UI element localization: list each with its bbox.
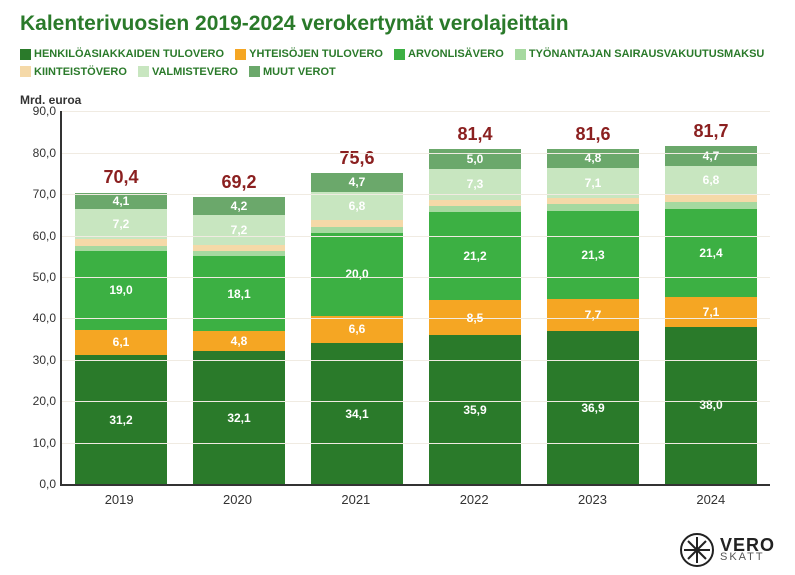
grid-line [62,401,770,402]
y-tick: 80,0 [33,146,62,160]
bar-segment-alv: 20,0 [311,233,403,316]
bar-segment-valmiste: 6,8 [311,192,403,220]
x-tick: 2022 [428,486,520,511]
vero-logo-icon [680,533,714,567]
grid-line [62,443,770,444]
legend-swatch [20,66,31,77]
bar-segment-kiint [429,200,521,207]
bar-segment-muut: 4,8 [547,149,639,169]
grid-line [62,111,770,112]
legend: HENKILÖASIAKKAIDEN TULOVERO YHTEISÖJEN T… [20,46,775,81]
legend-label: KIINTEISTÖVERO [34,66,127,78]
legend-item: HENKILÖASIAKKAIDEN TULOVERO [20,46,224,64]
legend-swatch [394,49,405,60]
y-tick: 10,0 [33,436,62,450]
bar-segment-valmiste: 7,2 [193,215,285,245]
bar-segment-yhteiso: 6,1 [75,330,167,355]
y-tick: 70,0 [33,187,62,201]
bar-segment-tyonant [665,202,757,209]
bar-segment-yhteiso: 6,6 [311,316,403,343]
bar-segment-alv: 21,3 [547,211,639,299]
bar-group: 4,76,8 20,06,634,1 75,6 [311,111,403,484]
bar-total-label: 81,7 [665,121,757,146]
y-tick: 60,0 [33,229,62,243]
bar-segment-alv: 18,1 [193,256,285,331]
y-tick: 40,0 [33,311,62,325]
chart-title: Kalenterivuosien 2019-2024 verokertymät … [20,12,775,36]
bar-segment-muut: 4,7 [311,173,403,192]
grid-line [62,153,770,154]
bar-total-label: 75,6 [311,148,403,173]
grid-line [62,360,770,361]
legend-item: ARVONLISÄVERO [394,46,504,64]
bar-group: 4,17,219,06,131,270,4 [75,111,167,484]
bar-segment-alv: 21,4 [665,209,757,298]
y-axis-label: Mrd. euroa [20,93,775,107]
legend-swatch [515,49,526,60]
legend-label: VALMISTEVERO [152,66,238,78]
y-tick: 90,0 [33,104,62,118]
legend-item: VALMISTEVERO [138,64,238,82]
legend-swatch [20,49,31,60]
bar-segment-yhteiso: 7,7 [547,299,639,331]
legend-item: KIINTEISTÖVERO [20,64,127,82]
grid-line [62,277,770,278]
bar-group: 4,87,121,37,736,981,6 [547,111,639,484]
grid-line [62,236,770,237]
legend-label: TYÖNANTAJAN SAIRAUSVAKUUTUSMAKSU [529,48,765,60]
y-tick: 50,0 [33,270,62,284]
y-tick: 0,0 [39,477,62,491]
plot-area: 4,17,219,06,131,270,44,27,218,14,832,169… [60,111,770,486]
bar-segment-muut: 4,2 [193,197,285,214]
bar-segment-muut: 4,7 [665,146,757,165]
legend-label: ARVONLISÄVERO [408,48,504,60]
x-tick: 2020 [191,486,283,511]
bar-total-label: 81,4 [429,124,521,149]
bar-group: 4,76,8 21,47,138,0 81,7 [665,111,757,484]
bar-segment-henkilo: 38,0 [665,327,757,484]
grid-line [62,194,770,195]
legend-item: TYÖNANTAJAN SAIRAUSVAKUUTUSMAKSU [515,46,765,64]
x-tick: 2023 [546,486,638,511]
legend-item: YHTEISÖJEN TULOVERO [235,46,383,64]
bar-total-label: 70,4 [75,167,167,192]
bar-segment-henkilo: 34,1 [311,343,403,484]
legend-swatch [235,49,246,60]
bar-segment-kiint [311,220,403,227]
legend-label: MUUT VEROT [263,66,336,78]
chart: 4,17,219,06,131,270,44,27,218,14,832,169… [20,111,775,511]
bar-group: 4,27,218,14,832,169,2 [193,111,285,484]
legend-label: HENKILÖASIAKKAIDEN TULOVERO [34,48,224,60]
legend-label: YHTEISÖJEN TULOVERO [249,48,383,60]
bar-segment-kiint [547,198,639,205]
y-tick: 30,0 [33,353,62,367]
bar-total-label: 81,6 [547,124,639,149]
bar-segment-tyonant [547,204,639,211]
bar-segment-valmiste: 6,8 [665,166,757,194]
bar-segment-alv: 21,2 [429,212,521,300]
grid-line [62,318,770,319]
bars-container: 4,17,219,06,131,270,44,27,218,14,832,169… [62,111,770,484]
vero-logo: VERO SKATT [680,533,775,567]
bar-group: 5,07,321,28,535,981,4 [429,111,521,484]
bar-segment-henkilo: 31,2 [75,355,167,484]
x-axis: 2019 2020 2021 2022 2023 2024 [60,486,770,511]
bar-segment-muut: 5,0 [429,149,521,170]
x-tick: 2024 [665,486,757,511]
bar-segment-yhteiso: 7,1 [665,297,757,326]
bar-segment-henkilo: 36,9 [547,331,639,484]
bar-segment-henkilo: 32,1 [193,351,285,484]
legend-swatch [138,66,149,77]
bar-segment-yhteiso: 4,8 [193,331,285,351]
bar-segment-henkilo: 35,9 [429,335,521,484]
legend-swatch [249,66,260,77]
y-tick: 20,0 [33,394,62,408]
x-tick: 2021 [310,486,402,511]
legend-item: MUUT VEROT [249,64,336,82]
x-tick: 2019 [73,486,165,511]
